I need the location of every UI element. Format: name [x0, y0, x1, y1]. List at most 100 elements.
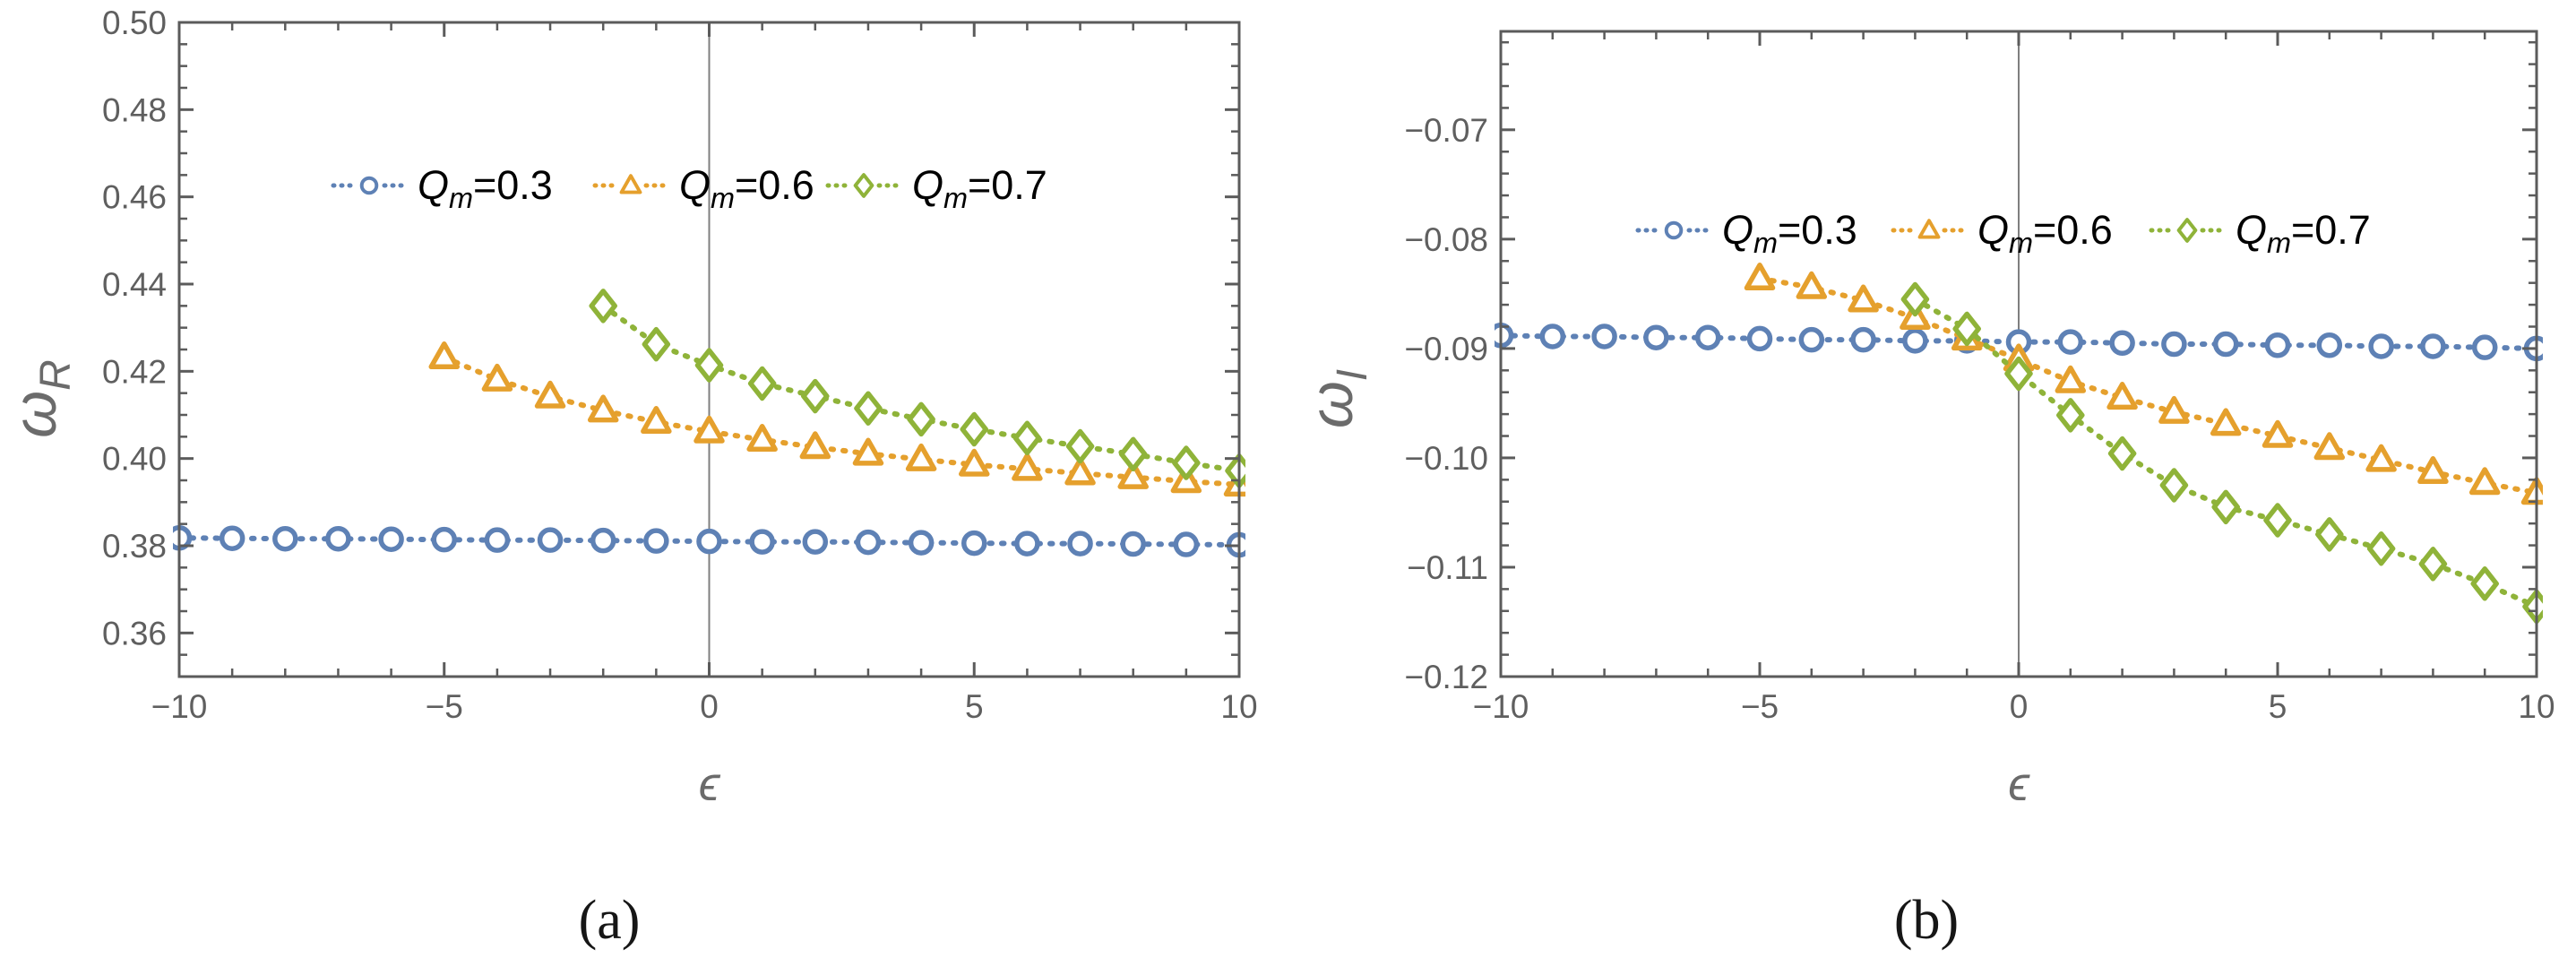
- diamond-marker: [589, 289, 617, 324]
- diamond-marker: [2418, 547, 2448, 582]
- diamond-marker: [2470, 566, 2499, 601]
- series-Qm-0.7: [1900, 281, 2543, 625]
- circle-marker: [802, 529, 829, 555]
- triangle-marker: [746, 423, 778, 452]
- circle-marker: [1746, 325, 1773, 352]
- triangle-marker: [2262, 419, 2294, 448]
- triangle-marker: [905, 443, 937, 471]
- plot-frame: −10 −5 0 5 10 0.36 0.38 0.40 0.42 0.44 0.46 0.48 0.5…: [102, 4, 1258, 725]
- circle-marker: [1694, 324, 1721, 350]
- diamond-marker: [694, 348, 724, 383]
- circle-marker: [1014, 531, 1040, 557]
- triangle-marker: [959, 448, 990, 477]
- circle-marker: [1120, 531, 1146, 557]
- x-tick-label: −5: [426, 688, 463, 725]
- circle-marker: [1173, 531, 1200, 557]
- circle-marker: [1798, 326, 1825, 353]
- x-tick-label: 5: [2269, 688, 2287, 725]
- triangle-marker: [852, 437, 884, 466]
- legend-label: Qm=0.3: [418, 162, 553, 214]
- diamond-marker: [1952, 311, 1981, 347]
- legend-label: Qm=0.3: [1722, 207, 1857, 259]
- series-Qm-0.7: [589, 289, 1245, 488]
- legend-circle-marker: [359, 176, 379, 195]
- diamond-marker: [1172, 445, 1201, 480]
- legend-item-Qm-0.7: Qm=0.7: [825, 162, 1047, 214]
- legend-diamond-marker: [2176, 218, 2198, 243]
- y-axis-label: ωR: [1, 359, 80, 438]
- diamond-marker: [642, 326, 671, 362]
- triangle-marker: [2106, 382, 2138, 410]
- diamond-marker: [1065, 428, 1095, 464]
- diamond-marker: [747, 366, 777, 401]
- circle-marker: [2057, 329, 2084, 355]
- triangle-marker: [2468, 467, 2501, 496]
- triangle-marker: [534, 380, 566, 409]
- series-group: [1495, 263, 2543, 625]
- circle-marker: [1067, 531, 1093, 557]
- y-tick-label: 0.38: [102, 528, 167, 565]
- caption-panel-b: (b): [1893, 890, 1960, 951]
- legend-item-Qm-0.6: Qm=0.6: [592, 162, 814, 214]
- legend-label: Qm=0.7: [2236, 207, 2371, 259]
- series-Qm-0.6: [428, 341, 1245, 497]
- diamond-marker: [2211, 489, 2240, 525]
- caption-panel-a: (a): [578, 890, 641, 951]
- y-tick-label: 0.36: [102, 615, 167, 651]
- circle-marker: [590, 527, 616, 554]
- triangle-marker: [1796, 271, 1828, 299]
- legend-triangle-marker: [619, 174, 642, 194]
- circle-marker: [908, 530, 935, 556]
- legend-item-Qm-0.7: Qm=0.7: [2149, 207, 2371, 259]
- diamond-marker: [2366, 531, 2396, 566]
- diamond-marker: [2263, 503, 2292, 538]
- triangle-marker: [481, 363, 513, 392]
- x-tick-label: 10: [2518, 688, 2554, 725]
- circle-marker: [1902, 328, 1928, 354]
- triangle-marker: [2365, 444, 2397, 472]
- triangle-marker: [2417, 456, 2449, 485]
- diamond-marker: [854, 391, 883, 426]
- circle-marker: [2109, 330, 2135, 357]
- legend: Qm=0.3 Qm=0.6 Qm=0.7: [1635, 207, 2371, 259]
- chart-omega-r: −10 −5 0 5 10 0.36 0.38 0.40 0.42 0.44 0.46 0.48 0.5…: [1, 4, 1258, 811]
- circle-marker: [2212, 331, 2239, 358]
- y-tick-label: −0.07: [1404, 112, 1488, 149]
- triangle-marker: [428, 341, 460, 370]
- circle-marker: [272, 525, 298, 552]
- y-tick-label: −0.11: [1407, 549, 1488, 586]
- y-tick-label: 0.48: [102, 91, 167, 128]
- x-tick-label: −5: [1741, 688, 1779, 725]
- legend-item-Qm-0.3: Qm=0.3: [1635, 207, 1857, 259]
- x-axis-label: ϵ: [699, 757, 721, 811]
- circle-marker: [2368, 333, 2394, 359]
- legend-label: Qm=0.7: [912, 162, 1047, 214]
- diamond-marker: [1118, 436, 1148, 472]
- circle-marker: [1539, 324, 1566, 349]
- circle-marker: [961, 530, 987, 557]
- circle-marker: [325, 525, 351, 552]
- legend-item-Qm-0.6: Qm=0.6: [1891, 207, 2113, 259]
- triangle-marker: [1012, 453, 1043, 481]
- triangle-marker: [1744, 263, 1776, 291]
- series-dotted-line: [441, 354, 1242, 488]
- x-axis-label: ϵ: [2008, 757, 2030, 811]
- y-tick-label: 0.44: [102, 266, 167, 303]
- y-tick-label: −0.08: [1404, 221, 1488, 258]
- x-tick-label: 0: [700, 688, 719, 725]
- series-group: [173, 289, 1245, 558]
- y-tick-label: 0.42: [102, 353, 167, 390]
- x-tick-label: −10: [1473, 688, 1529, 725]
- circle-marker: [2471, 334, 2498, 360]
- circle-marker: [219, 525, 246, 551]
- legend-label: Qm=0.6: [679, 162, 814, 214]
- triangle-marker: [799, 431, 831, 460]
- x-tick-label: 10: [1220, 688, 1257, 725]
- circle-marker: [484, 527, 511, 553]
- diamond-marker: [960, 411, 988, 447]
- triangle-marker: [1117, 461, 1149, 489]
- circle-marker: [537, 527, 564, 553]
- legend-circle-marker: [1664, 220, 1684, 240]
- triangle-marker: [694, 415, 725, 444]
- legend-label: Qm=0.6: [1977, 207, 2113, 259]
